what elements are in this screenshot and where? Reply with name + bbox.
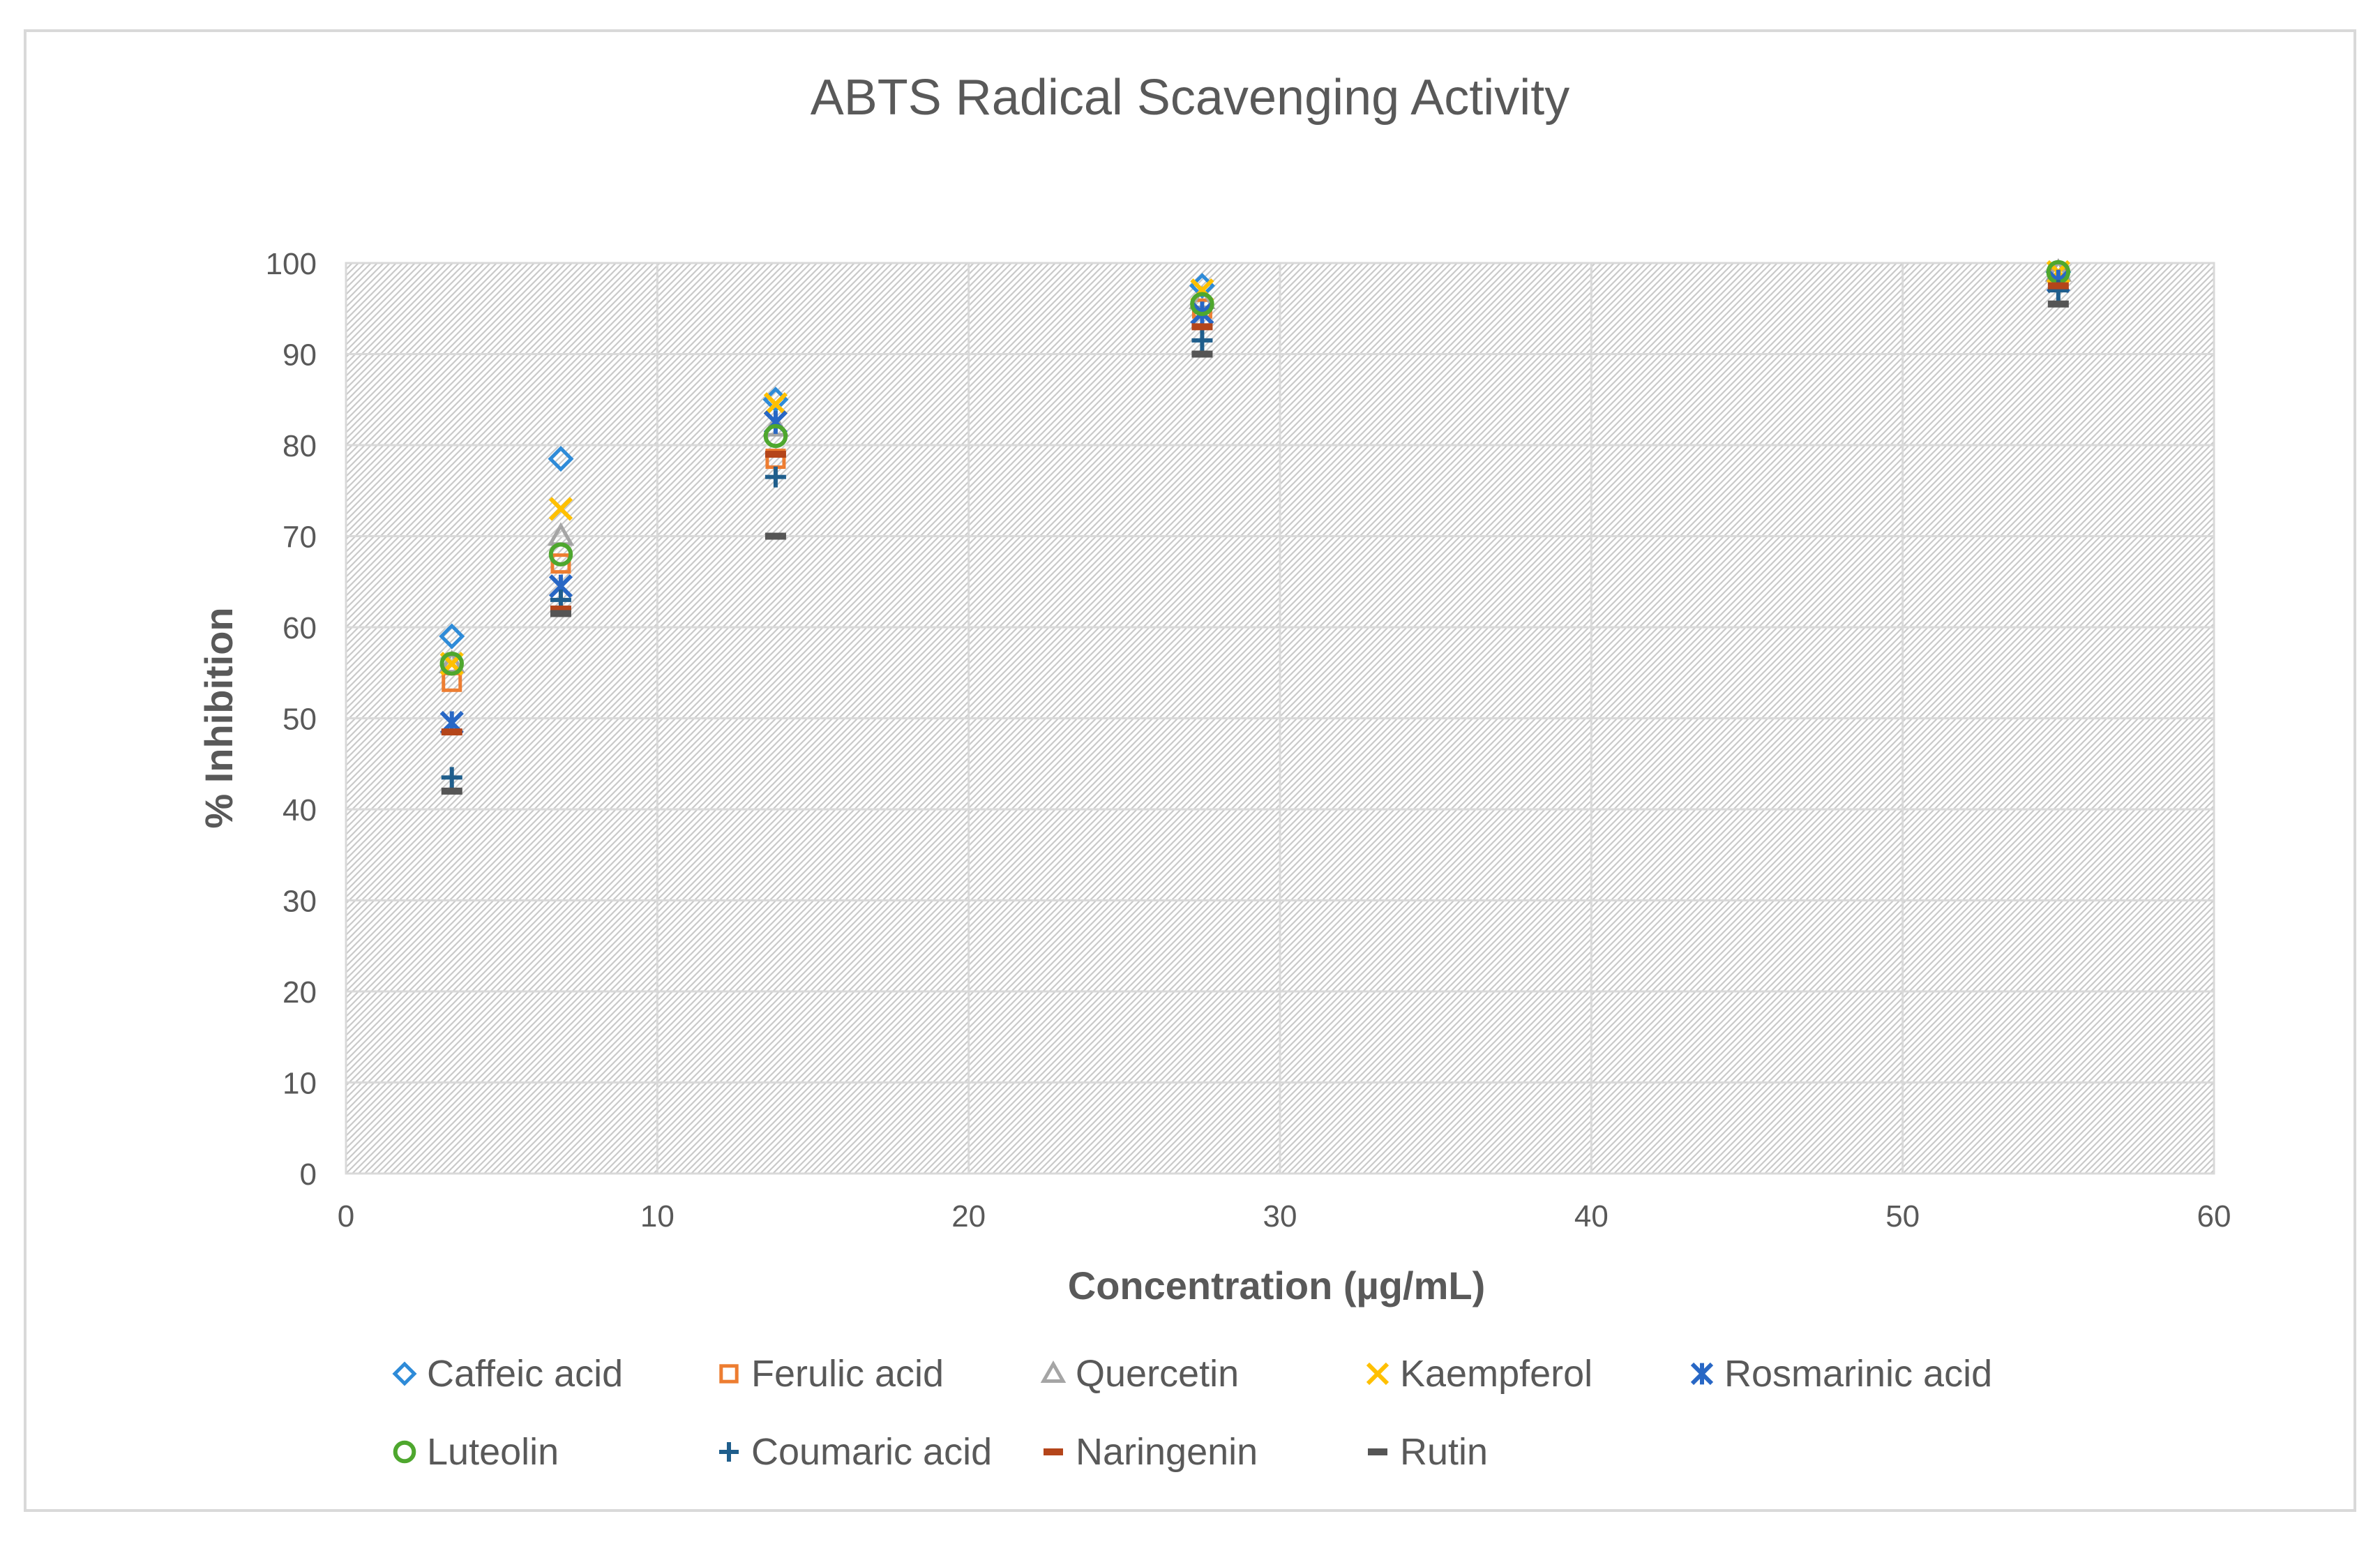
legend-item: Coumaric acid <box>719 1431 992 1473</box>
data-point-coumaric-acid <box>1191 329 1213 351</box>
legend-item: Caffeic acid <box>392 1353 623 1395</box>
y-tick-label: 80 <box>283 429 317 463</box>
data-point-coumaric-acid <box>441 767 462 788</box>
legend-label: Naringenin <box>1076 1431 1258 1473</box>
data-point-rutin <box>550 610 571 617</box>
legend-marker <box>1690 1362 1714 1386</box>
data-point-caffeic-acid <box>548 446 574 472</box>
data-point-rutin <box>765 532 786 540</box>
data-points <box>438 258 2072 795</box>
data-point-naringenin <box>1191 323 1213 331</box>
legend-marker <box>393 1440 416 1464</box>
data-point-naringenin <box>550 605 571 613</box>
x-tick-label: 30 <box>1263 1199 1297 1234</box>
legend-item: Naringenin <box>1044 1431 1258 1473</box>
grid-lines <box>345 262 2215 1175</box>
y-tick-label: 70 <box>283 520 317 555</box>
x-tick-label: 50 <box>1885 1199 1920 1234</box>
legend-item: Quercetin <box>1040 1353 1239 1395</box>
data-point-naringenin <box>441 728 462 736</box>
legend-marker <box>1044 1448 1063 1455</box>
legend-marker <box>1040 1360 1067 1383</box>
y-tick-label: 0 <box>300 1157 317 1192</box>
data-point-naringenin <box>2047 282 2069 290</box>
x-axis-title: Concentration (µg/mL) <box>1068 1264 1485 1307</box>
legend-label: Ferulic acid <box>751 1353 944 1395</box>
x-tick-label: 40 <box>1574 1199 1609 1234</box>
legend-label: Rutin <box>1400 1431 1488 1473</box>
y-tick-label: 100 <box>266 247 317 281</box>
legend-marker <box>392 1361 417 1386</box>
data-point-luteolin <box>439 651 465 676</box>
data-point-kaempferol <box>548 497 573 521</box>
legend-marker <box>719 1442 739 1462</box>
y-tick-label: 40 <box>283 793 317 827</box>
legend-marker <box>1368 1448 1387 1455</box>
chart-title: ABTS Radical Scavenging Activity <box>811 70 1570 126</box>
legend-item: Rutin <box>1368 1431 1488 1473</box>
data-point-rutin <box>1191 350 1213 358</box>
legend-label: Coumaric acid <box>751 1431 992 1473</box>
x-tick-label: 60 <box>2197 1199 2231 1234</box>
x-tick-label: 0 <box>338 1199 354 1234</box>
legend-label: Rosmarinic acid <box>1724 1353 1992 1395</box>
legend-item: Ferulic acid <box>719 1353 944 1395</box>
legend-marker <box>1366 1362 1389 1386</box>
y-tick-label: 30 <box>283 885 317 919</box>
data-point-coumaric-acid <box>765 466 786 488</box>
x-tick-label: 10 <box>640 1199 675 1234</box>
data-point-naringenin <box>765 451 786 458</box>
legend-label: Caffeic acid <box>427 1353 623 1395</box>
data-point-kaempferol <box>763 392 788 417</box>
legend-marker <box>719 1364 739 1384</box>
y-tick-label: 20 <box>283 975 317 1010</box>
y-tick-label: 50 <box>283 703 317 737</box>
y-tick-label: 60 <box>283 611 317 645</box>
data-point-caffeic-acid <box>439 623 465 650</box>
legend-label: Kaempferol <box>1400 1353 1592 1395</box>
legend-label: Quercetin <box>1076 1353 1239 1395</box>
legend-item: Rosmarinic acid <box>1690 1353 1992 1395</box>
y-tick-label: 90 <box>283 338 317 373</box>
y-axis-title: % Inhibition <box>197 607 241 828</box>
data-point-luteolin <box>548 542 573 567</box>
data-point-rutin <box>2047 300 2069 308</box>
legend-label: Luteolin <box>427 1431 559 1473</box>
data-point-luteolin <box>763 424 788 449</box>
axis-ticks: 0 10 20 30 40 50 60 70 80 90 100 0 10 20 30 40 50 60 <box>266 247 2231 1234</box>
data-point-luteolin <box>1190 292 1214 316</box>
data-point-ferulic-acid <box>550 553 571 574</box>
legend-item: Luteolin <box>393 1431 559 1473</box>
legend-item: Kaempferol <box>1366 1353 1592 1395</box>
data-point-rutin <box>441 787 462 795</box>
x-tick-label: 20 <box>951 1199 986 1234</box>
legend: Caffeic acid Ferulic acid Quercetin Kaempfe… <box>392 1353 1992 1473</box>
y-tick-label: 10 <box>283 1067 317 1101</box>
